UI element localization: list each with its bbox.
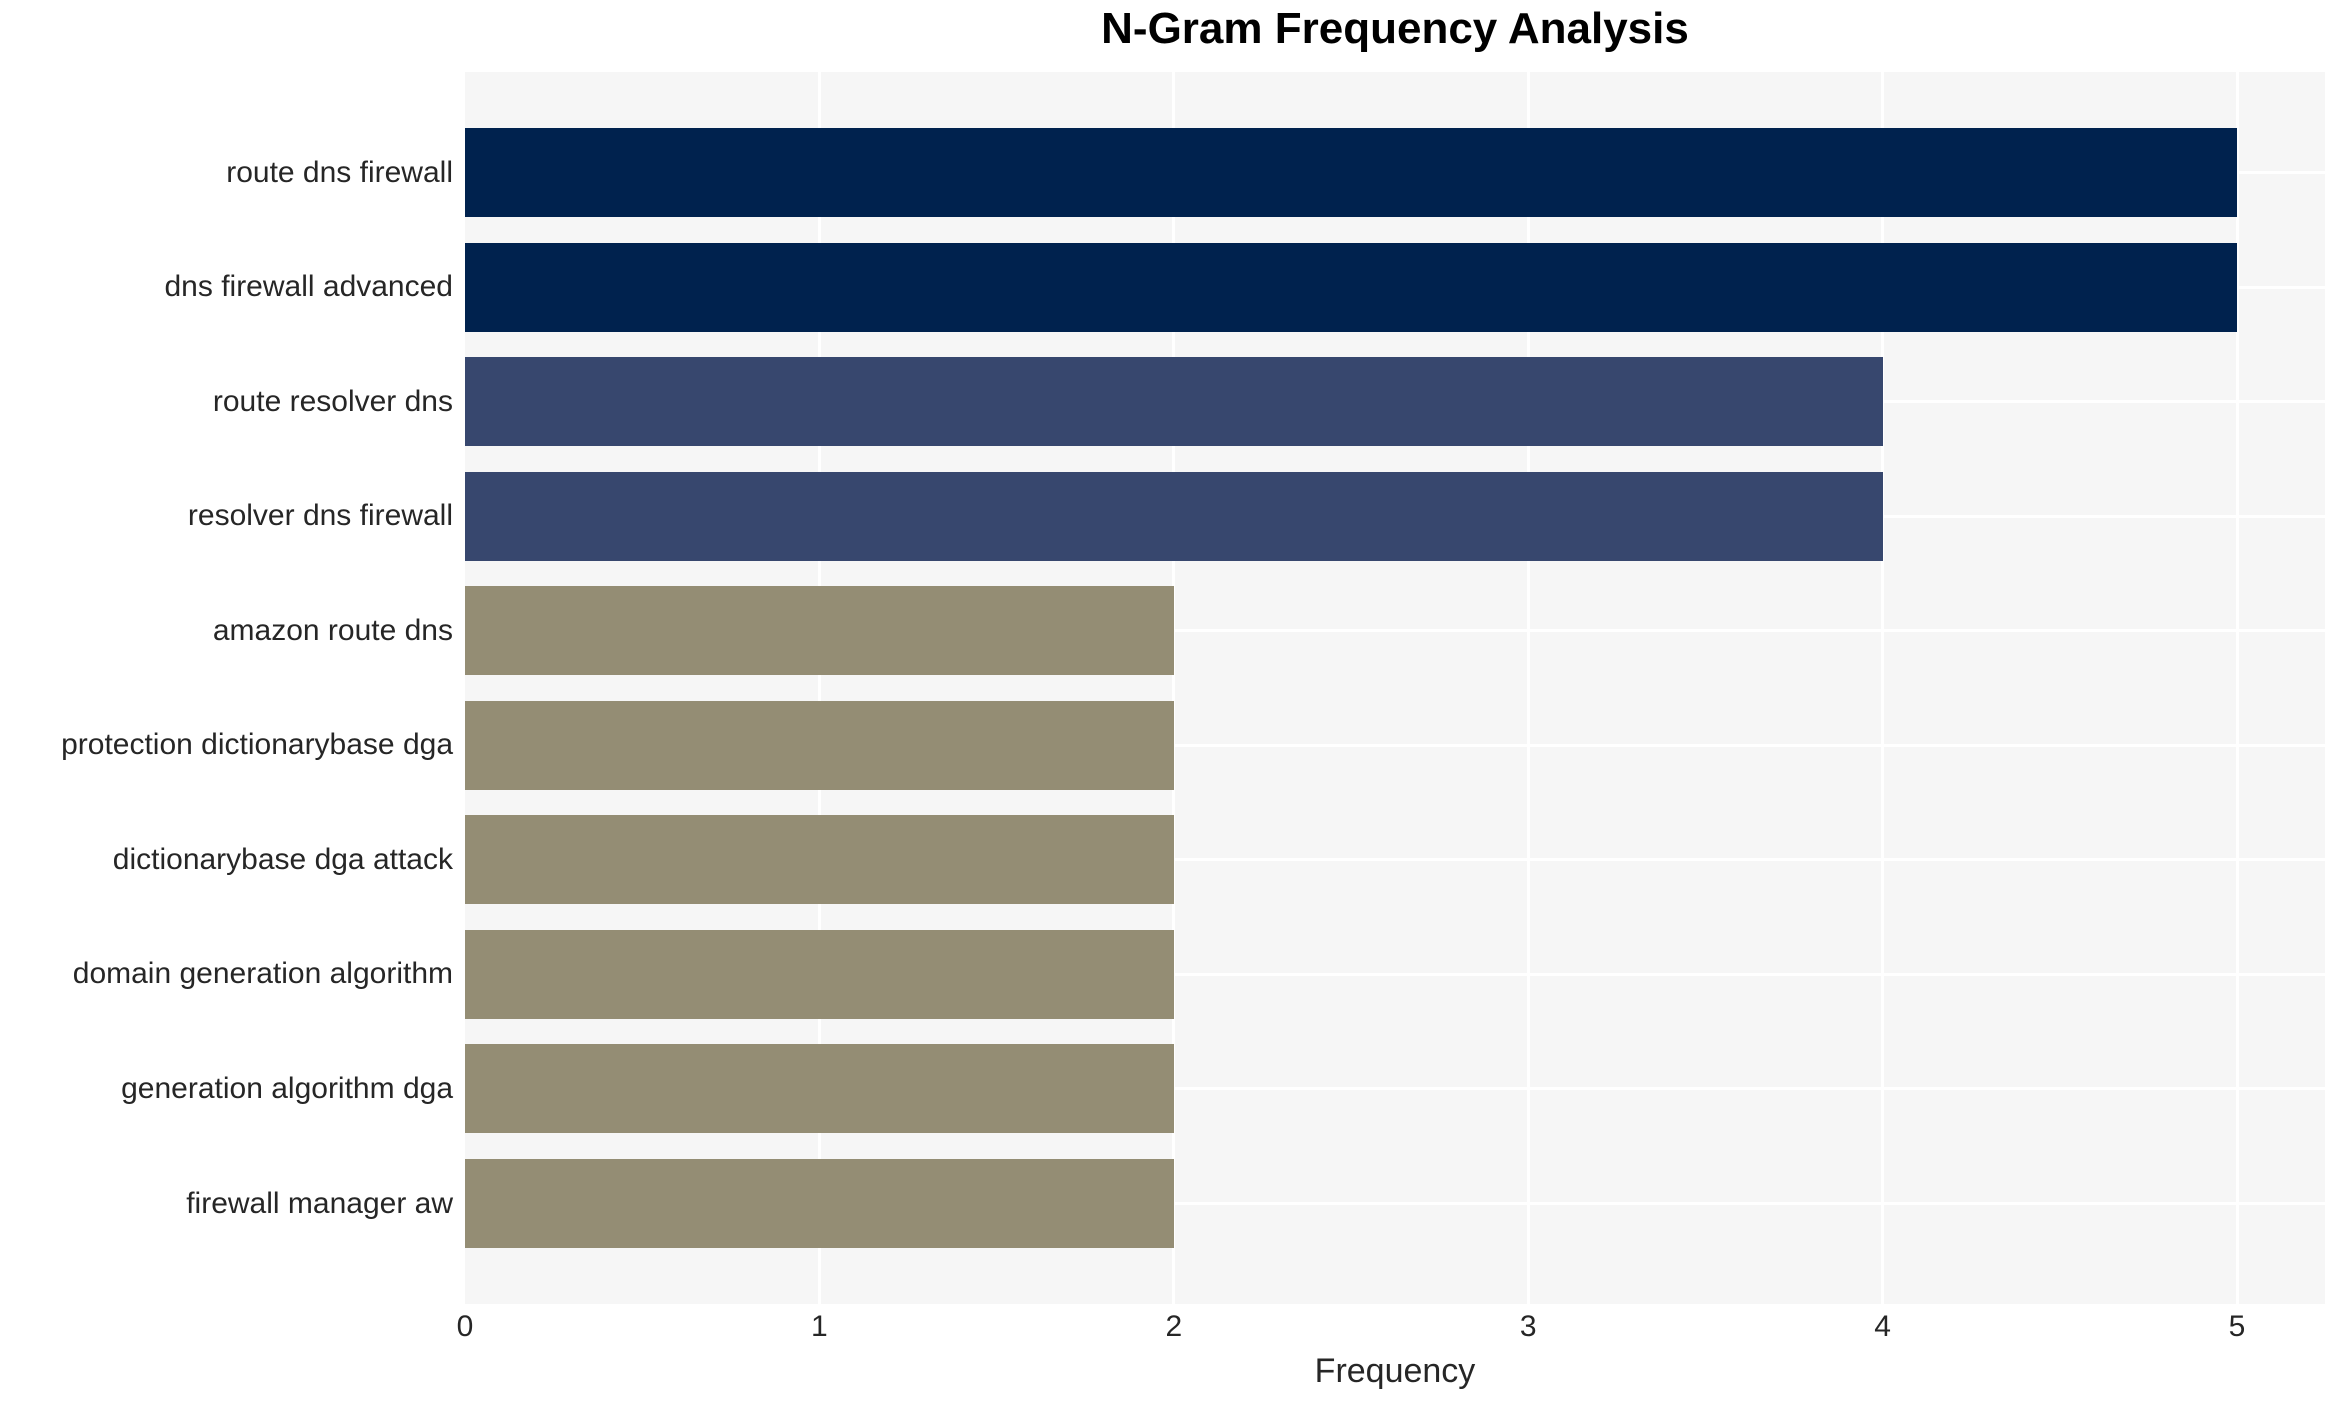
gridline-horizontal — [465, 972, 2325, 976]
bar — [465, 1044, 1174, 1134]
bar — [465, 128, 2237, 217]
gridline-vertical — [817, 72, 821, 1304]
x-tick-label: 5 — [2228, 1310, 2246, 1343]
y-tick-label: generation algorithm dga — [121, 1071, 453, 1105]
y-tick-label: dns firewall advanced — [164, 270, 453, 304]
x-tick-label: 3 — [1519, 1310, 1537, 1343]
y-tick-label: route resolver dns — [212, 384, 453, 418]
x-axis-title: Frequency — [1314, 1352, 1476, 1390]
bar — [465, 929, 1174, 1019]
bar — [465, 471, 1883, 561]
x-tick-label: 4 — [1874, 1310, 1891, 1343]
x-tick-label: 0 — [456, 1310, 474, 1343]
gridline-horizontal — [465, 858, 2325, 862]
x-axis-ticks: 0 1 2 3 4 5 — [457, 1310, 2325, 1350]
x-tick-label: 1 — [811, 1310, 828, 1343]
bar — [465, 242, 2237, 332]
bar — [465, 815, 1174, 905]
y-tick-label: firewall manager aw — [186, 1186, 453, 1220]
gridline-vertical — [1526, 72, 1530, 1304]
plot-area — [465, 72, 2325, 1304]
y-tick-label: resolver dns firewall — [187, 499, 453, 533]
y-tick-label: domain generation algorithm — [72, 957, 453, 991]
bar — [465, 1159, 1174, 1249]
gridline-vertical — [1881, 72, 1885, 1304]
gridline-horizontal — [465, 1202, 2325, 1206]
gridline-horizontal — [465, 1087, 2325, 1091]
y-axis-labels: route dns firewall dns firewall advanced r… — [0, 72, 453, 1304]
x-tick-label: 2 — [1165, 1310, 1183, 1343]
bar — [465, 586, 1174, 676]
gridline-horizontal — [465, 629, 2325, 633]
gridline-horizontal — [465, 743, 2325, 747]
y-tick-label: amazon route dns — [212, 613, 453, 647]
bar — [465, 357, 1883, 447]
y-tick-label: dictionarybase dga attack — [112, 842, 453, 876]
chart-title: N-Gram Frequency Analysis — [1101, 4, 1689, 53]
gridline-vertical — [2235, 72, 2239, 1304]
bar — [465, 700, 1174, 790]
y-tick-label: route dns firewall — [226, 155, 453, 189]
y-tick-label: protection dictionarybase dga — [61, 728, 453, 762]
gridline-vertical — [1172, 72, 1176, 1304]
